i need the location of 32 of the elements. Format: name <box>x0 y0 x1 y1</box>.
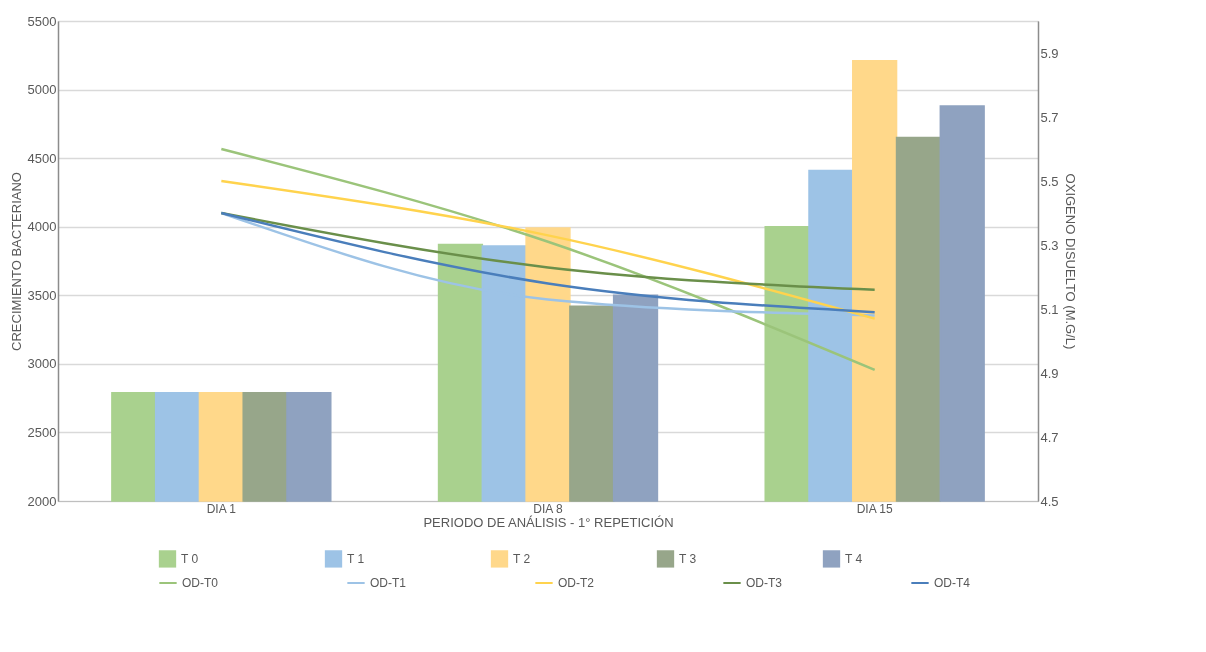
y2-tick-label: 4.7 <box>1040 429 1059 445</box>
y-tick-label: 2500 <box>27 424 57 440</box>
y-tick-label: 2000 <box>27 493 57 509</box>
y-tick-label: 4000 <box>27 219 57 235</box>
legend-label: T 4 <box>845 551 863 566</box>
y-tick-label: 3000 <box>27 356 57 372</box>
legend-label: OD-T3 <box>746 576 783 590</box>
legend-label: OD-T2 <box>558 576 595 590</box>
y-tick-label: 5500 <box>27 13 57 29</box>
y-tick-label: 5000 <box>27 82 57 98</box>
y2-tick-label: 5.5 <box>1040 173 1059 189</box>
y2-tick-label: 5.7 <box>1040 109 1059 125</box>
y2-tick-label: 5.9 <box>1040 45 1059 61</box>
legend-label: T 0 <box>181 551 199 566</box>
x-axis-title: PERIODO DE ANÁLISIS - 1° REPETICIÓN <box>423 514 674 530</box>
legend-label: OD-T4 <box>934 576 971 590</box>
legend-label: OD-T0 <box>182 576 219 590</box>
y-tick-label: 4500 <box>27 150 57 166</box>
x-tick-label: DIA 1 <box>206 501 237 516</box>
y2-tick-label: 4.9 <box>1040 365 1059 381</box>
y2-tick-label: 4.5 <box>1040 493 1059 509</box>
legend-label: T 2 <box>513 551 531 566</box>
x-tick-label: DIA 8 <box>533 501 563 516</box>
y-axis-title: CRECIMIENTO BACTERIANO <box>8 172 24 351</box>
x-tick-label: DIA 15 <box>856 501 893 516</box>
y-tick-label: 3500 <box>27 287 57 303</box>
legend-label: T 3 <box>679 551 697 566</box>
y2-tick-label: 5.3 <box>1040 237 1059 253</box>
legend-label: T 1 <box>347 551 365 566</box>
y2-tick-label: 5.1 <box>1040 301 1059 317</box>
y2-axis-title: OXIGENO DISUELTO (M.G/L) <box>1062 173 1078 350</box>
legend-label: OD-T1 <box>370 576 407 590</box>
